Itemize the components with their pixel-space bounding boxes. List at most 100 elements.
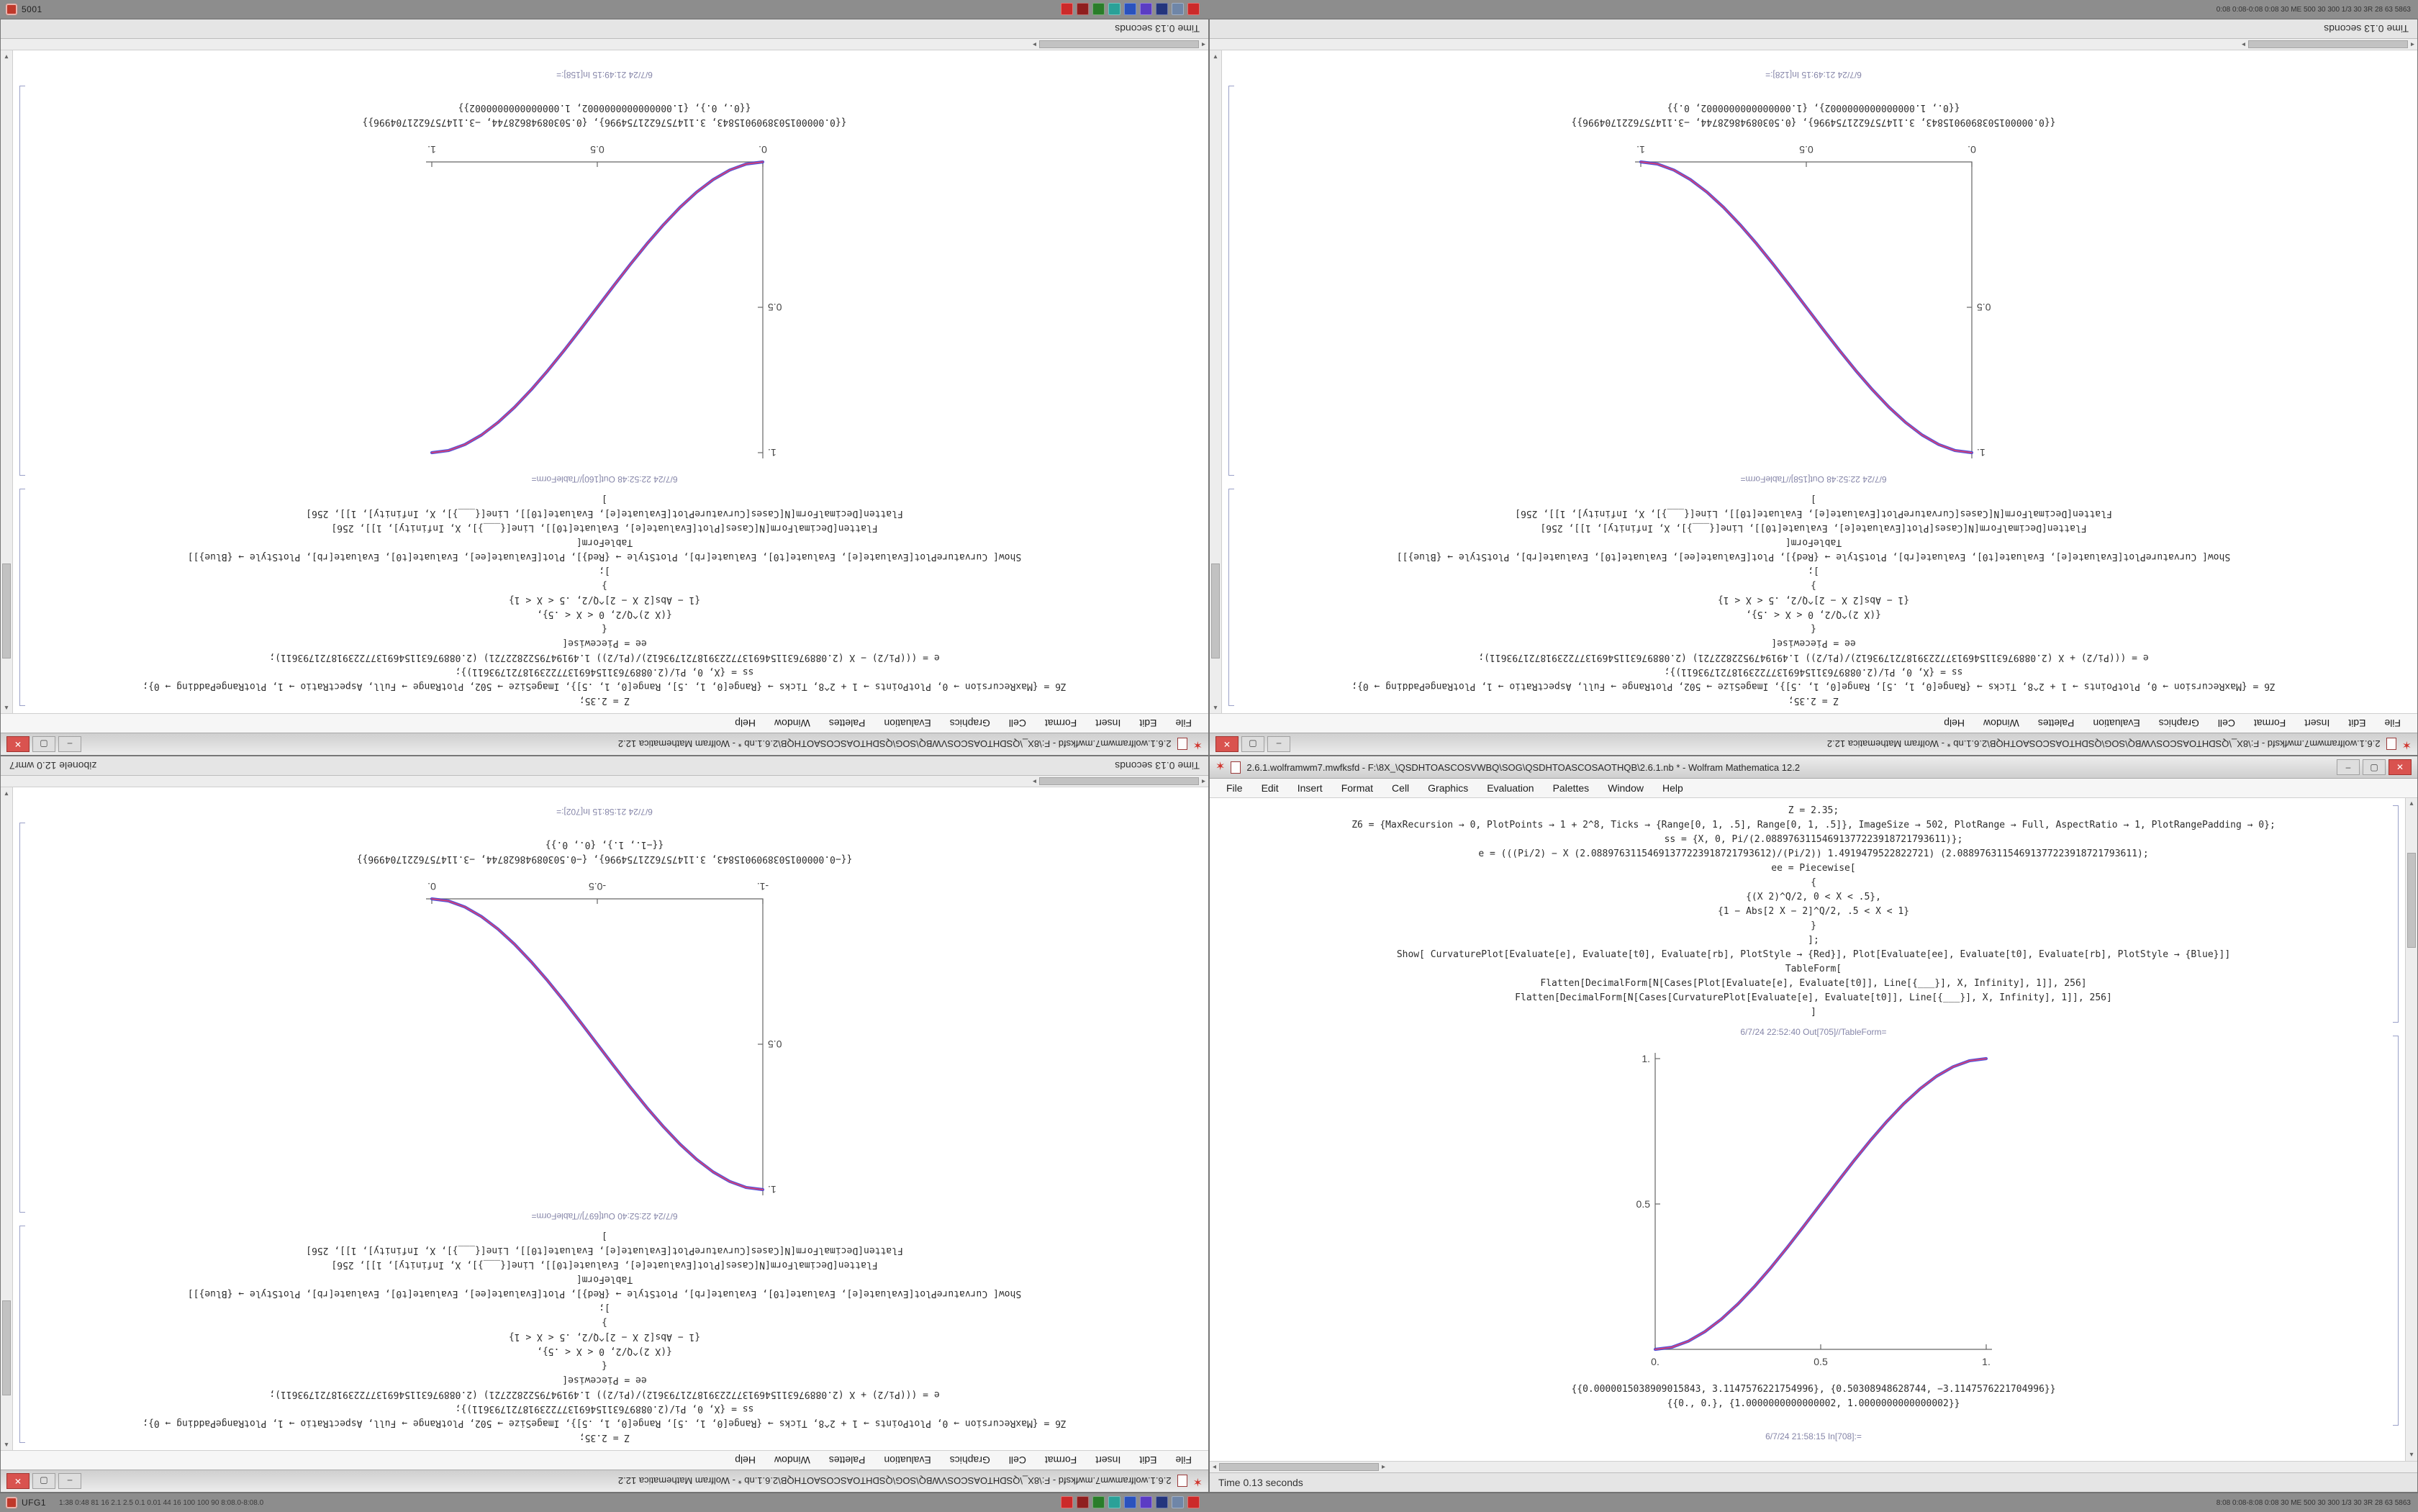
menu-item[interactable]: Window xyxy=(774,717,810,729)
close-button[interactable]: ✕ xyxy=(6,736,30,752)
code-line[interactable]: TableForm[ xyxy=(1785,964,1842,974)
close-button[interactable]: ✕ xyxy=(6,1473,30,1489)
menu-item[interactable]: Edit xyxy=(1139,717,1157,729)
code-line[interactable]: ss = {X, 0, Pi/(2.0889763115469137722391… xyxy=(455,1403,754,1414)
code-line[interactable]: Show[ CurvaturePlot[Evaluate[e], Evaluat… xyxy=(187,551,1022,562)
code-line[interactable]: ee = Piecewise[ xyxy=(1771,638,1856,648)
code-line[interactable]: { xyxy=(602,1360,607,1371)
code-line[interactable]: Flatten[DecimalForm[N[Cases[CurvaturePlo… xyxy=(306,1245,903,1256)
code-line[interactable]: Flatten[DecimalForm[N[Cases[CurvaturePlo… xyxy=(306,508,903,519)
menu-item[interactable]: Evaluation xyxy=(884,1454,931,1466)
menu-item[interactable]: Palettes xyxy=(2037,717,2075,729)
menu-item[interactable]: Insert xyxy=(2304,717,2330,729)
menu-item[interactable]: Window xyxy=(1983,717,2019,729)
scroll-down-icon[interactable]: ▾ xyxy=(1213,53,1218,60)
maximize-button[interactable]: ▢ xyxy=(1241,736,1264,752)
code-line[interactable]: {(X 2)^Q/2, 0 < X < .5}, xyxy=(537,609,672,620)
title-bar[interactable]: ✶ 2.6.1.wolframwm7.mwfksfd - F:\8X_\QSDH… xyxy=(1,1470,1208,1492)
code-line[interactable]: TableForm[ xyxy=(576,537,633,548)
code-line[interactable]: e = (((Pi/2) − X (2.08897631154691377223… xyxy=(1478,848,2149,859)
code-line[interactable]: {1 − Abs[2 X − 2]^Q/2, .5 < X < 1} xyxy=(508,1331,701,1342)
scroll-left-icon[interactable]: ◂ xyxy=(1201,777,1205,786)
app-icon[interactable] xyxy=(1172,3,1184,15)
code-line[interactable]: Flatten[DecimalForm[N[Cases[Plot[Evaluat… xyxy=(1540,522,2087,533)
code-line[interactable]: {1 − Abs[2 X − 2]^Q/2, .5 < X < 1} xyxy=(1717,594,1910,605)
code-line[interactable]: ss = {X, 0, Pi/(2.0889763115469137722391… xyxy=(1664,834,1963,845)
horizontal-scrollbar[interactable]: ◂ ▸ xyxy=(1,776,1208,787)
menu-item[interactable]: Evaluation xyxy=(1487,782,1534,794)
menu-item[interactable]: Format xyxy=(2253,717,2286,729)
code-line[interactable]: Show[ CurvaturePlot[Evaluate[e], Evaluat… xyxy=(1396,949,2231,960)
cell-bracket[interactable] xyxy=(2393,1036,2399,1426)
code-line[interactable]: Flatten[DecimalForm[N[Cases[Plot[Evaluat… xyxy=(331,522,878,533)
scroll-right-icon[interactable]: ▸ xyxy=(1032,40,1036,49)
code-line[interactable]: ]; xyxy=(1808,935,1819,946)
code-line[interactable]: Flatten[DecimalForm[N[Cases[CurvaturePlo… xyxy=(1515,992,2112,1003)
app-icon[interactable] xyxy=(1124,3,1136,15)
scroll-thumb[interactable] xyxy=(2407,853,2416,948)
scroll-left-icon[interactable]: ◂ xyxy=(2410,40,2414,49)
start-icon[interactable] xyxy=(6,1497,17,1508)
code-line[interactable]: } xyxy=(602,580,607,591)
cell-bracket[interactable] xyxy=(2393,805,2399,1023)
scroll-left-icon[interactable]: ◂ xyxy=(1213,1462,1217,1471)
scroll-thumb[interactable] xyxy=(1038,777,1199,785)
minimize-button[interactable]: – xyxy=(58,1473,81,1489)
app-icon[interactable] xyxy=(1187,1496,1200,1508)
menu-item[interactable]: Cell xyxy=(2217,717,2235,729)
code-line[interactable]: Z = 2.35; xyxy=(579,695,630,706)
code-line[interactable]: e = (((Pi/2) − X (2.08897631154691377223… xyxy=(269,652,940,663)
scroll-thumb[interactable] xyxy=(2247,40,2408,48)
menu-item[interactable]: Help xyxy=(735,717,756,729)
vertical-scrollbar[interactable]: ▴ ▾ xyxy=(2405,798,2417,1461)
app-icon[interactable] xyxy=(1187,3,1200,15)
code-line[interactable]: Show[ CurvaturePlot[Evaluate[e], Evaluat… xyxy=(1396,551,2231,562)
title-bar[interactable]: ✶ 2.6.1.wolframwm7.mwfksfd - F:\8X_\QSDH… xyxy=(1210,733,2417,755)
app-icon[interactable] xyxy=(1108,3,1120,15)
code-line[interactable]: ]; xyxy=(599,566,610,576)
menu-item[interactable]: Help xyxy=(1662,782,1683,794)
menu-item[interactable]: Palettes xyxy=(828,1454,866,1466)
code-line[interactable]: ]; xyxy=(1808,566,1819,576)
code-line[interactable]: e = (((Pi/2) + X (2.08897631154691377223… xyxy=(269,1389,940,1400)
vertical-scrollbar[interactable]: ▴ ▾ xyxy=(1,787,13,1450)
code-line[interactable]: ] xyxy=(1811,1007,1816,1018)
code-line[interactable]: Z = 2.35; xyxy=(1788,695,1839,706)
app-icon[interactable] xyxy=(1061,1496,1073,1508)
scroll-right-icon[interactable]: ▸ xyxy=(1032,777,1036,786)
code-line[interactable]: {(X 2)^Q/2, 0 < X < .5}, xyxy=(1746,609,1881,620)
scroll-left-icon[interactable]: ◂ xyxy=(1201,40,1205,49)
scroll-up-icon[interactable]: ▴ xyxy=(4,704,9,712)
menu-item[interactable]: Graphics xyxy=(2158,717,2199,729)
close-button[interactable]: ✕ xyxy=(2388,759,2412,775)
cell-bracket[interactable] xyxy=(19,489,25,706)
scroll-up-icon[interactable]: ▴ xyxy=(2409,800,2414,807)
horizontal-scrollbar[interactable]: ◂ ▸ xyxy=(1210,39,2417,50)
app-icon[interactable] xyxy=(1092,3,1105,15)
menu-item[interactable]: File xyxy=(1175,1454,1192,1466)
scroll-down-icon[interactable]: ▾ xyxy=(4,53,9,60)
app-icon[interactable] xyxy=(1140,3,1152,15)
code-line[interactable]: Z6 = {MaxRecursion → 0, PlotPoints → 1 +… xyxy=(1351,820,2276,830)
code-line[interactable]: TableForm[ xyxy=(576,1274,633,1285)
menu-item[interactable]: Edit xyxy=(1139,1454,1157,1466)
code-line[interactable]: ] xyxy=(602,494,607,504)
close-button[interactable]: ✕ xyxy=(1215,736,1239,752)
code-line[interactable]: } xyxy=(602,1317,607,1328)
menu-item[interactable]: File xyxy=(1226,782,1243,794)
menu-item[interactable]: Palettes xyxy=(1552,782,1590,794)
app-icon[interactable] xyxy=(1108,1496,1120,1508)
code-line[interactable]: e = (((Pi/2) + X (2.08897631154691377223… xyxy=(1478,652,2149,663)
menu-item[interactable]: Edit xyxy=(1261,782,1279,794)
code-line[interactable]: Z = 2.35; xyxy=(579,1432,630,1443)
menu-item[interactable]: Help xyxy=(1944,717,1965,729)
code-line[interactable]: ss = {X, 0, Pi/(2.0889763115469137722391… xyxy=(455,666,754,677)
minimize-button[interactable]: – xyxy=(58,736,81,752)
app-icon[interactable] xyxy=(1156,1496,1168,1508)
scroll-right-icon[interactable]: ▸ xyxy=(2241,40,2245,49)
horizontal-scrollbar[interactable]: ◂ ▸ xyxy=(1210,1461,2417,1472)
cell-bracket[interactable] xyxy=(1228,86,1234,476)
code-line[interactable]: Z6 = {MaxRecursion → 0, PlotPoints → 1 +… xyxy=(142,1418,1067,1429)
code-line[interactable]: {(X 2)^Q/2, 0 < X < .5}, xyxy=(537,1346,672,1357)
scroll-up-icon[interactable]: ▴ xyxy=(1213,704,1218,712)
